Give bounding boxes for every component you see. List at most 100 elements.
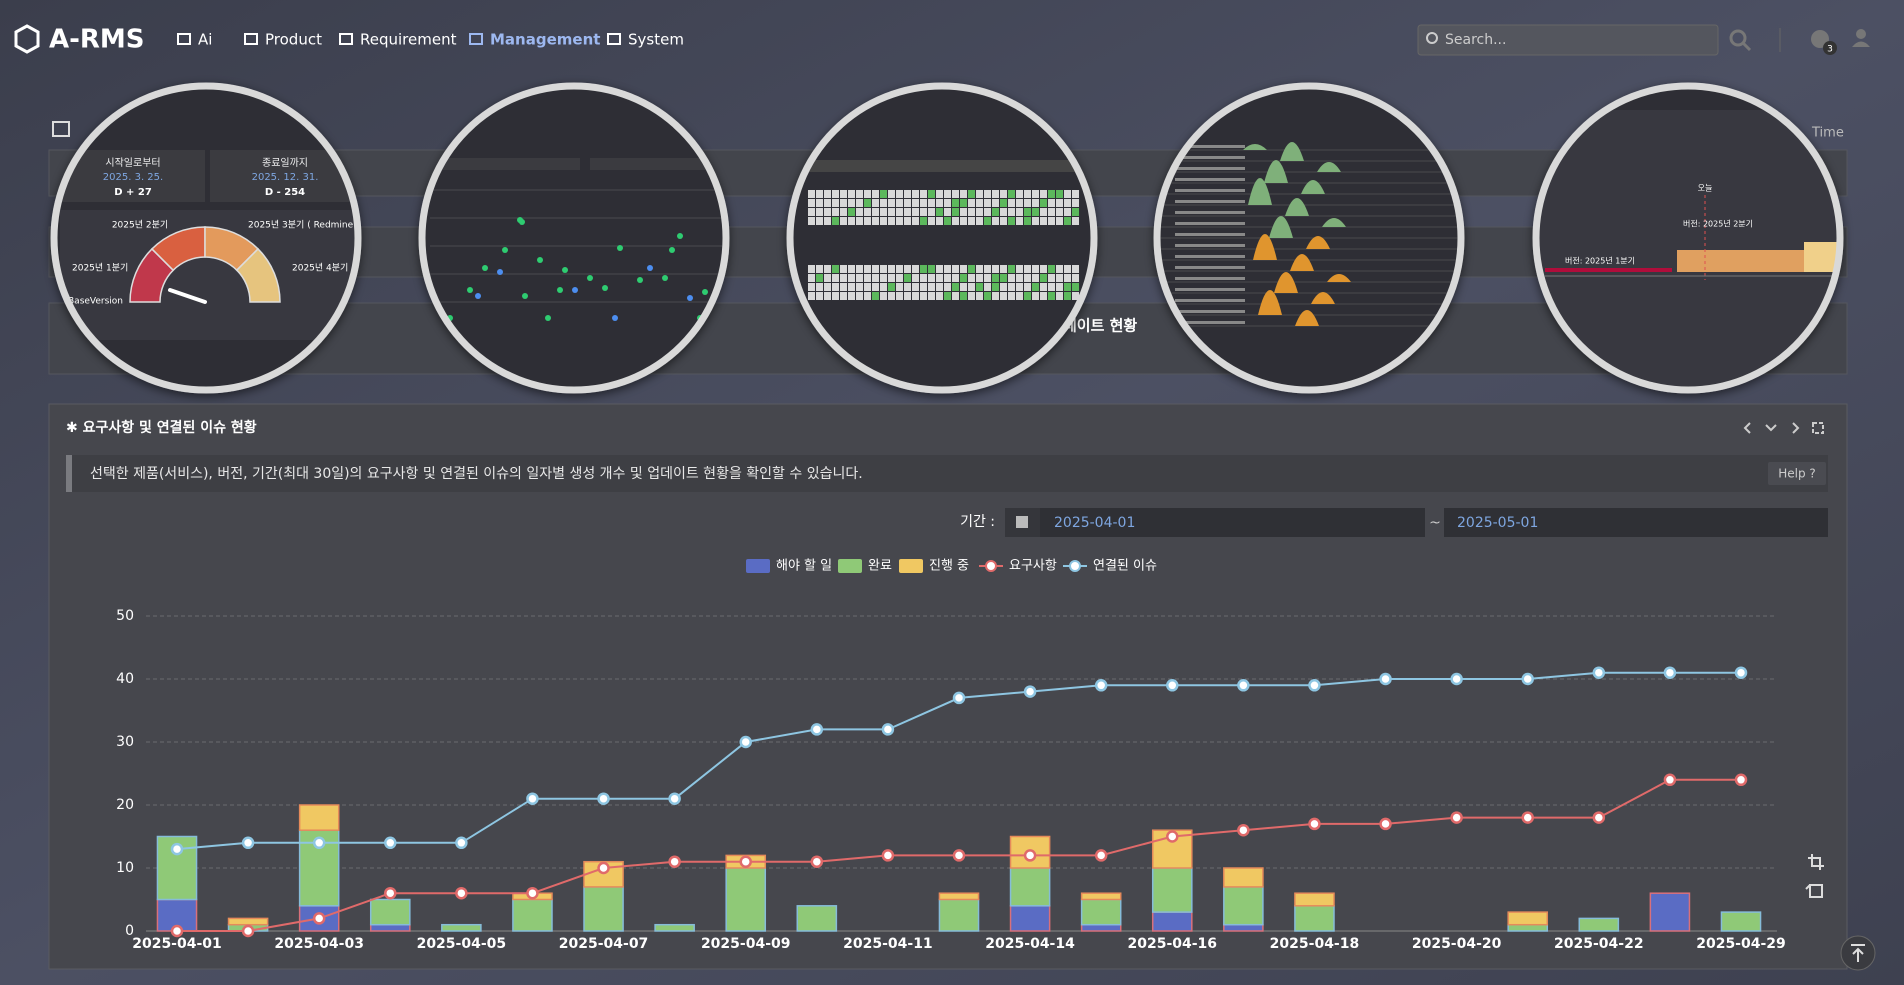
nav-item[interactable]: Ai bbox=[198, 31, 212, 49]
dday-count: D - 254 bbox=[265, 187, 305, 198]
x-tick-label: 2025-04-05 bbox=[417, 936, 507, 952]
preview-4[interactable] bbox=[1153, 82, 1465, 394]
legend-label[interactable]: 완료 bbox=[868, 559, 892, 574]
help-button[interactable] bbox=[1768, 462, 1826, 485]
reset-icon[interactable] bbox=[1805, 884, 1823, 898]
legend-label[interactable]: 진행 중 bbox=[929, 558, 969, 574]
heat-cell bbox=[928, 292, 935, 300]
heat-cell bbox=[1056, 283, 1063, 291]
line-marker bbox=[597, 861, 610, 875]
nav-item[interactable]: Management bbox=[490, 31, 600, 49]
nav-items: Ai Product Requirement Management System bbox=[177, 31, 684, 49]
preview-5[interactable]: 오늘 버전: 2025년 2분기 버전: 2025년 1분기 bbox=[1530, 82, 1850, 410]
heat-cell bbox=[1040, 217, 1047, 225]
dday-label: 시작일로부터 bbox=[105, 157, 160, 169]
end-date[interactable]: 2025-05-01 bbox=[1457, 515, 1538, 531]
heat-cell bbox=[896, 199, 903, 207]
heat-cell bbox=[904, 283, 911, 291]
nav-item[interactable]: System bbox=[628, 31, 684, 49]
ridge bbox=[1295, 310, 1319, 326]
heat-cell bbox=[880, 265, 887, 273]
line-marker bbox=[1379, 672, 1392, 686]
heat-cell bbox=[1008, 283, 1015, 291]
search-box[interactable] bbox=[1417, 24, 1719, 56]
legend-swatch[interactable] bbox=[985, 560, 997, 572]
description: 선택한 제품(서비스), 버전, 기간(최대 30일)의 요구사항 및 연결된 … bbox=[90, 466, 863, 482]
panel-next[interactable] bbox=[1792, 422, 1800, 434]
line-marker bbox=[668, 792, 681, 805]
heat-cell bbox=[1064, 283, 1071, 291]
end-date-input[interactable] bbox=[1444, 508, 1828, 537]
heat-cell bbox=[824, 190, 831, 198]
heat-cell bbox=[840, 274, 847, 282]
ridge-label bbox=[1175, 255, 1245, 258]
user-icon[interactable] bbox=[1856, 29, 1866, 39]
heat-cell bbox=[1048, 292, 1055, 300]
preview-border bbox=[1153, 82, 1465, 394]
logo[interactable]: A-RMS bbox=[49, 25, 145, 55]
heat-cell bbox=[936, 265, 943, 273]
ridge-label bbox=[1175, 266, 1245, 269]
line-marker bbox=[1308, 679, 1321, 692]
chart: 0 10 20 30 40 50 2025-04-01 2025-04-03 2025-04-0… bbox=[116, 558, 1786, 953]
bar bbox=[583, 886, 624, 932]
preview-1[interactable]: 시작일로부터 2025. 3. 25. D + 27 종료일까지 2025. 1… bbox=[50, 82, 379, 394]
heat-cell bbox=[936, 190, 943, 198]
start-date-input[interactable] bbox=[1040, 508, 1425, 537]
gauge-segment bbox=[235, 247, 281, 303]
legend-swatch[interactable] bbox=[746, 559, 770, 573]
panel-collapse[interactable] bbox=[1765, 424, 1777, 432]
ridge-label bbox=[1175, 244, 1245, 247]
legend-swatch[interactable] bbox=[1069, 560, 1081, 572]
legend-label[interactable]: 요구사항 bbox=[1009, 559, 1057, 574]
heat-cell bbox=[1048, 208, 1055, 216]
heat-cell bbox=[1000, 283, 1007, 291]
heat-cell bbox=[848, 283, 855, 291]
heat-cell bbox=[1016, 208, 1023, 216]
panel-prev[interactable] bbox=[1743, 422, 1751, 434]
heat-cell bbox=[1024, 265, 1031, 273]
heat-cell bbox=[856, 283, 863, 291]
heat-cell bbox=[872, 217, 879, 225]
y-tick-label: 50 bbox=[116, 608, 134, 624]
heat-cell bbox=[944, 292, 951, 300]
heat-cell bbox=[848, 199, 855, 207]
search-placeholder[interactable]: Search... bbox=[1445, 32, 1506, 48]
description-bar bbox=[66, 455, 72, 492]
heat-cell bbox=[1048, 190, 1055, 198]
preview-2[interactable] bbox=[418, 82, 740, 394]
heat-cell bbox=[1048, 217, 1055, 225]
heat-cell bbox=[816, 292, 823, 300]
legend-label[interactable]: 연결된 이슈 bbox=[1093, 559, 1157, 574]
legend-swatch[interactable] bbox=[838, 559, 862, 573]
heat-cell bbox=[1016, 274, 1023, 282]
heat-cell bbox=[904, 274, 911, 282]
panel-fullscreen[interactable] bbox=[1812, 422, 1824, 434]
preview-3[interactable] bbox=[786, 82, 1100, 394]
bar bbox=[369, 923, 411, 932]
legend-swatch[interactable] bbox=[899, 559, 923, 573]
x-tick-label: 2025-04-09 bbox=[701, 936, 791, 952]
help-label[interactable]: Help ? bbox=[1778, 467, 1816, 481]
ridge bbox=[1280, 142, 1304, 161]
preview-dot bbox=[562, 267, 568, 273]
bar bbox=[1151, 867, 1193, 913]
search-button[interactable] bbox=[1729, 29, 1747, 47]
heat-cell bbox=[888, 190, 895, 198]
ridge bbox=[1248, 178, 1272, 205]
preview-dot bbox=[677, 233, 683, 239]
date-separator: ~ bbox=[1429, 515, 1441, 531]
zoom-icon[interactable] bbox=[1808, 854, 1824, 870]
bar bbox=[725, 867, 767, 932]
nav-item[interactable]: Requirement bbox=[360, 31, 457, 49]
heat-cell bbox=[896, 208, 903, 216]
start-date[interactable]: 2025-04-01 bbox=[1054, 515, 1135, 531]
heat-cell bbox=[1024, 190, 1031, 198]
gauge-label: 2025년 2분기 bbox=[112, 220, 168, 231]
legend-label[interactable]: 해야 할 일 bbox=[776, 559, 832, 574]
nav-item[interactable]: Product bbox=[265, 31, 322, 49]
notification-icon[interactable] bbox=[1811, 30, 1829, 48]
heat-cell bbox=[928, 217, 935, 225]
heat-cell bbox=[872, 274, 879, 282]
heat-cell bbox=[1072, 265, 1079, 273]
